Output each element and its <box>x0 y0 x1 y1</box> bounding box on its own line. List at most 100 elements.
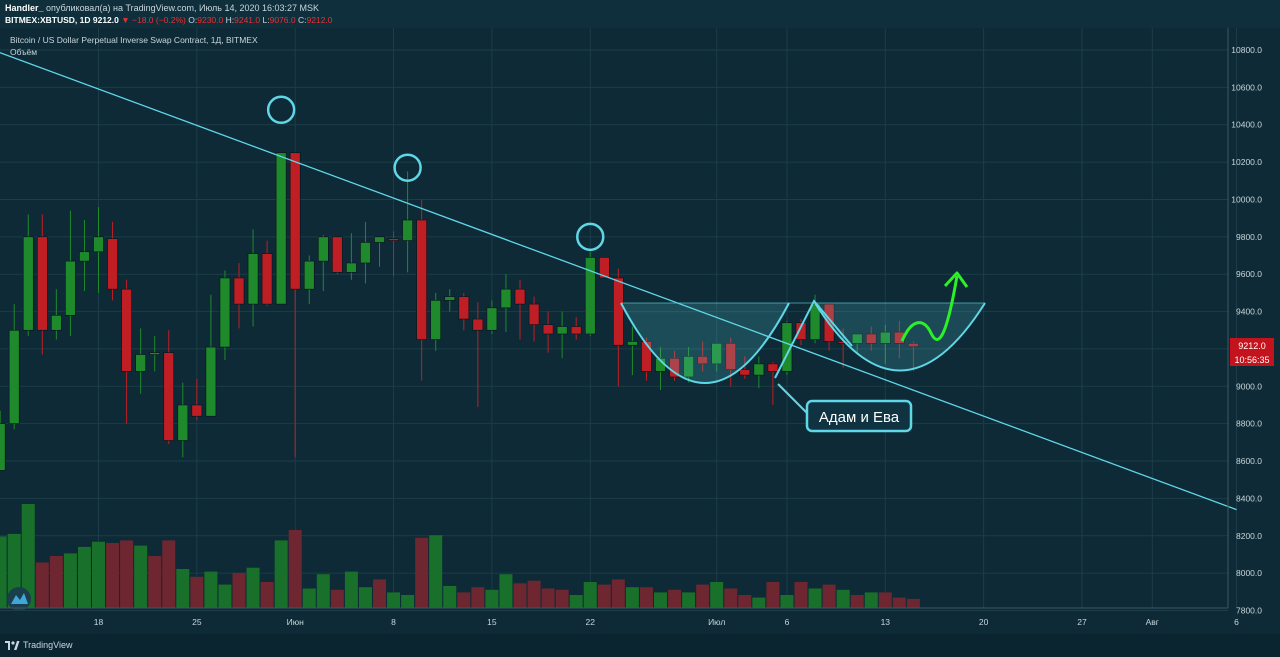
tradingview-logo-icon[interactable] <box>4 638 20 652</box>
y-tick-label: 8800.0 <box>1236 419 1262 429</box>
volume-bar <box>696 584 710 608</box>
candle-body <box>486 307 498 331</box>
volume-bar <box>752 597 766 608</box>
chart-svg[interactable]: 10800.0 10600.0 10400.0 10200.0 10000.0 9800.… <box>0 28 1280 634</box>
volume-bar <box>302 588 316 608</box>
candle-body <box>205 346 217 417</box>
y-tick-label: 10600.0 <box>1231 82 1262 92</box>
x-tick-label: 22 <box>586 617 596 627</box>
volume-bar <box>106 543 120 608</box>
candle-body <box>177 404 189 441</box>
volume-bar <box>513 583 527 608</box>
candle-body <box>289 152 301 290</box>
publish-line: Handler_ опубликовал(а) на TradingView.c… <box>5 3 319 13</box>
candle-body <box>346 262 357 273</box>
volume-bar <box>780 595 794 608</box>
volume-bar <box>794 582 808 608</box>
candle-body <box>388 238 399 241</box>
footer: TradingView <box>0 634 1280 657</box>
candle-body <box>51 315 62 331</box>
y-tick-label: 9600.0 <box>1236 269 1262 279</box>
y-tick-label: 10400.0 <box>1231 120 1262 130</box>
candle-body <box>303 260 315 290</box>
volume-bar <box>260 582 274 608</box>
candle-body <box>36 236 48 331</box>
candle-body <box>149 352 160 355</box>
volume-bar <box>485 589 499 608</box>
volume-bar <box>906 598 920 608</box>
tradingview-brand[interactable]: TradingView <box>23 640 73 650</box>
candle-body <box>697 356 708 365</box>
candle-body <box>107 238 118 290</box>
volume-bar <box>246 567 260 608</box>
chart-header: Handler_ опубликовал(а) на TradingView.c… <box>0 0 1280 28</box>
x-tick-label: 18 <box>94 617 104 627</box>
volume-bar <box>358 587 372 608</box>
volume-indicator-icon <box>7 587 31 611</box>
volume-bar <box>499 574 513 608</box>
y-tick-label: 10800.0 <box>1231 45 1262 55</box>
candle-body <box>711 343 723 365</box>
candle-body <box>865 333 877 344</box>
volume-bar <box>555 589 569 608</box>
open-label: O: <box>188 15 198 25</box>
candle-body <box>584 257 596 335</box>
volume-bar <box>387 592 401 608</box>
volume-bar <box>35 562 49 608</box>
x-tick-label: 6 <box>1234 617 1239 627</box>
eva-arc <box>814 302 986 372</box>
candle-body <box>444 296 456 301</box>
volume-bar <box>373 579 386 608</box>
volume-icon-shape <box>11 593 28 604</box>
candles <box>0 152 919 471</box>
candle-body <box>458 296 470 320</box>
low-value: 9076.0 <box>269 15 296 25</box>
volume-bar <box>611 579 625 608</box>
volume-bar <box>176 569 190 608</box>
descending-trendline <box>0 51 1237 511</box>
volume-bar <box>892 597 906 608</box>
volume-bar <box>162 540 176 608</box>
touch-point-circle <box>393 153 422 182</box>
volume-bar <box>0 536 7 608</box>
candle-body <box>613 277 624 346</box>
volume-bar <box>316 574 330 608</box>
price-badges: 9212.0 10:56:35 <box>1230 338 1274 366</box>
last-price: 9212.0 <box>92 15 119 25</box>
y-tick-label: 9000.0 <box>1236 381 1262 391</box>
y-tick-label: 8400.0 <box>1236 493 1262 503</box>
candle-body <box>22 236 34 331</box>
volume-bar <box>443 585 457 608</box>
volume-bar <box>710 582 724 608</box>
candle-body <box>683 356 694 378</box>
candle-body <box>65 260 76 316</box>
volume-bar <box>822 584 836 608</box>
volume-bar <box>429 535 443 608</box>
adam-arc <box>620 302 790 384</box>
x-tick-label: 20 <box>979 617 989 627</box>
candle-body <box>472 318 484 331</box>
symbol-label: BITMEX:XBTUSD, 1D <box>5 15 91 25</box>
eva-cup-fill <box>793 303 985 371</box>
volume-bar <box>63 553 77 608</box>
volume-bar <box>288 530 302 608</box>
x-tick-label: Июл <box>708 617 725 627</box>
candle-body <box>233 277 245 305</box>
volume-bar <box>415 537 429 608</box>
candle-body <box>317 236 329 262</box>
volume-bar <box>654 592 667 608</box>
touch-point-circle <box>576 222 605 252</box>
volume-bar <box>21 504 35 608</box>
volume-bar <box>92 541 105 608</box>
x-tick-label: 27 <box>1077 617 1087 627</box>
y-tick-label: 8000.0 <box>1236 568 1262 578</box>
author-name[interactable]: Handler_ <box>5 3 44 13</box>
volume-bar <box>682 592 696 608</box>
published-text: опубликовал(а) на TradingView.com, Июль … <box>46 3 320 13</box>
volume-bar <box>766 582 780 608</box>
chart-area[interactable]: 10800.0 10600.0 10400.0 10200.0 10000.0 9800.… <box>0 28 1280 634</box>
countdown-badge <box>1230 352 1274 366</box>
close-label: C: <box>297 15 307 25</box>
volume-bar <box>344 571 358 608</box>
